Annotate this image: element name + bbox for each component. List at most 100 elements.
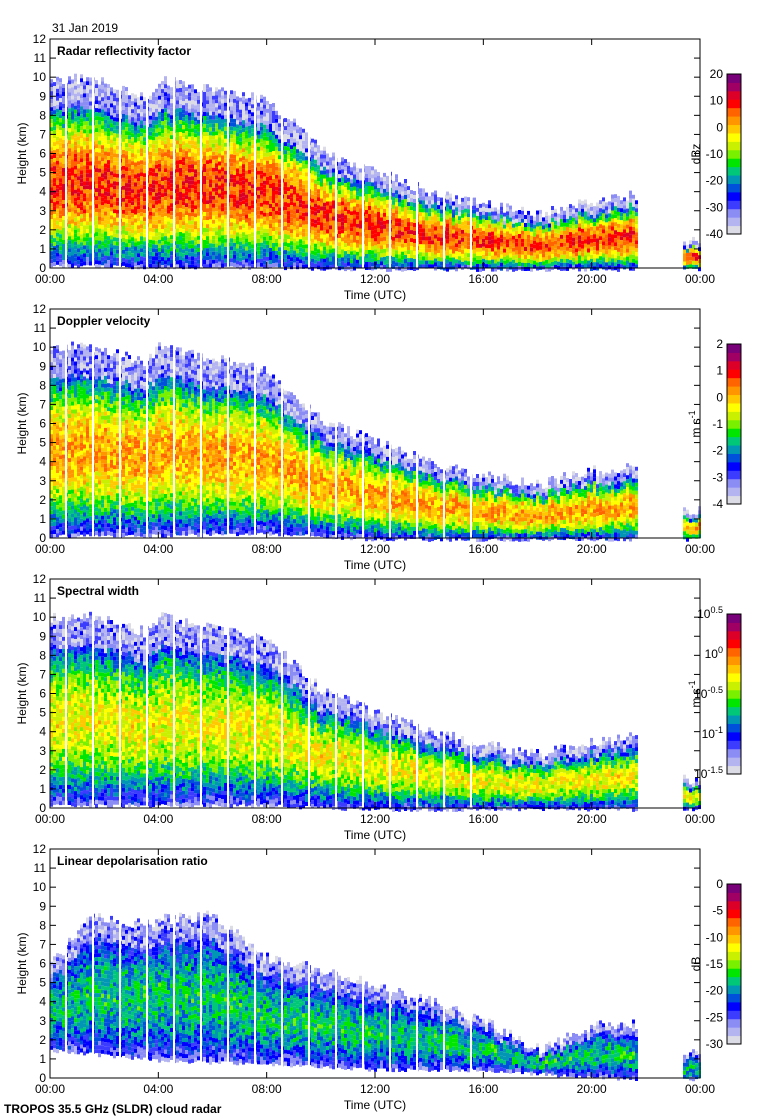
heatmap-cell xyxy=(374,181,377,185)
heatmap-cell xyxy=(323,195,326,199)
heatmap-cell xyxy=(305,144,308,148)
heatmap-cell xyxy=(56,241,59,245)
heatmap-cell xyxy=(110,139,113,143)
heatmap-cell xyxy=(95,164,98,168)
heatmap-cell xyxy=(134,159,137,163)
heatmap-cell xyxy=(404,227,407,231)
heatmap-cell xyxy=(86,85,89,89)
heatmap-cell xyxy=(155,197,158,201)
heatmap-cell xyxy=(431,208,434,212)
heatmap-cell xyxy=(233,259,236,263)
heatmap-cell xyxy=(233,235,236,239)
heatmap-cell xyxy=(239,254,242,258)
heatmap-cell xyxy=(317,229,320,233)
heatmap-cell xyxy=(83,133,86,137)
heatmap-cell xyxy=(68,232,71,236)
heatmap-cell xyxy=(272,135,275,139)
heatmap-cell xyxy=(131,265,134,269)
heatmap-cell xyxy=(383,249,386,253)
heatmap-cell xyxy=(176,188,179,192)
heatmap-cell xyxy=(143,161,146,165)
heatmap-cell xyxy=(269,112,272,116)
heatmap-cell xyxy=(158,164,161,168)
heatmap-cell xyxy=(188,133,191,137)
heatmap-cell xyxy=(56,253,59,257)
heatmap-cell xyxy=(98,85,101,89)
heatmap-cell xyxy=(209,147,212,151)
heatmap-cell xyxy=(455,235,458,239)
heatmap-cell xyxy=(155,177,158,181)
heatmap-cell xyxy=(74,166,77,170)
heatmap-cell xyxy=(179,232,182,236)
heatmap-cell xyxy=(143,217,146,221)
heatmap-cell xyxy=(155,201,158,205)
heatmap-cell xyxy=(266,141,269,145)
heatmap-cell xyxy=(104,92,107,96)
heatmap-cell xyxy=(221,87,224,91)
heatmap-cell xyxy=(77,176,80,180)
heatmap-cell xyxy=(89,186,92,190)
heatmap-cell xyxy=(356,172,359,176)
heatmap-cell xyxy=(68,244,71,248)
heatmap-cell xyxy=(245,119,248,123)
heatmap-cell xyxy=(263,189,266,193)
heatmap-cell xyxy=(314,256,317,260)
heatmap-cell xyxy=(95,252,98,256)
heatmap-cell xyxy=(56,153,59,157)
heatmap-cell xyxy=(134,247,137,251)
heatmap-cell xyxy=(206,84,209,88)
heatmap-cell xyxy=(224,227,227,231)
heatmap-cell xyxy=(455,215,458,219)
heatmap-cell xyxy=(113,161,116,165)
heatmap-cell xyxy=(401,252,404,256)
heatmap-cell xyxy=(305,204,308,208)
heatmap-cell xyxy=(155,205,158,209)
heatmap-cell xyxy=(110,227,113,231)
heatmap-cell xyxy=(296,145,299,149)
heatmap-cell xyxy=(95,260,98,264)
heatmap-cell xyxy=(320,203,323,207)
heatmap-cell xyxy=(305,248,308,252)
heatmap-cell xyxy=(272,139,275,143)
heatmap-cell xyxy=(77,124,80,128)
heatmap-cell xyxy=(455,231,458,235)
heatmap-cell xyxy=(68,76,71,80)
heatmap-cell xyxy=(203,212,206,216)
heatmap-cell xyxy=(230,214,233,218)
heatmap-cell xyxy=(272,127,275,131)
heatmap-cell xyxy=(170,95,173,99)
heatmap-cell xyxy=(248,210,251,214)
heatmap-cell xyxy=(380,209,383,213)
heatmap-cell xyxy=(410,202,413,206)
heatmap-cell xyxy=(398,222,401,226)
heatmap-cell xyxy=(326,214,329,218)
heatmap-cell xyxy=(374,233,377,237)
heatmap-cell xyxy=(59,142,62,146)
heatmap-cell xyxy=(260,95,263,99)
heatmap-cell xyxy=(365,174,368,178)
heatmap-cell xyxy=(116,130,119,134)
heatmap-cell xyxy=(68,80,71,84)
heatmap-cell xyxy=(53,138,56,142)
heatmap-cell xyxy=(374,189,377,193)
heatmap-cell xyxy=(287,207,290,211)
heatmap-cell xyxy=(167,230,170,234)
heatmap-cell xyxy=(425,237,428,241)
heatmap-cell xyxy=(242,100,245,104)
heatmap-cell xyxy=(125,219,128,223)
heatmap-cell xyxy=(260,231,263,235)
heatmap-cell xyxy=(140,240,143,244)
heatmap-cell xyxy=(350,175,353,179)
heatmap-cell xyxy=(137,97,140,101)
heatmap-cell xyxy=(98,145,101,149)
heatmap-cell xyxy=(428,256,431,260)
heatmap-cell xyxy=(89,94,92,98)
heatmap-cell xyxy=(230,118,233,122)
heatmap-cell xyxy=(449,238,452,242)
heatmap-cell xyxy=(371,186,374,190)
heatmap-cell xyxy=(194,241,197,245)
heatmap-cell xyxy=(329,209,332,213)
heatmap-cell xyxy=(71,148,74,152)
heatmap-cell xyxy=(296,261,299,265)
heatmap-cell xyxy=(305,156,308,160)
